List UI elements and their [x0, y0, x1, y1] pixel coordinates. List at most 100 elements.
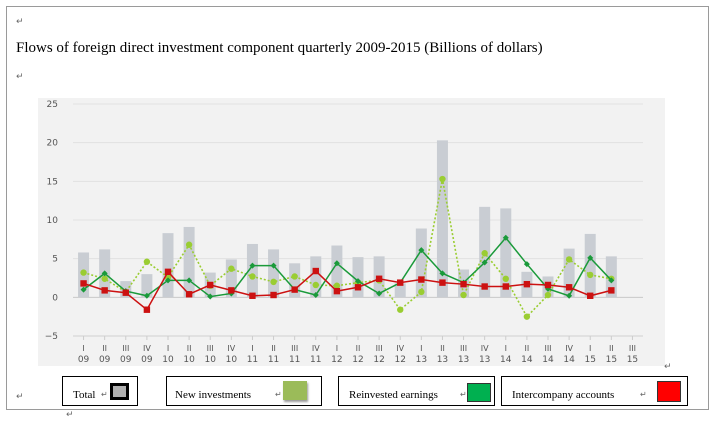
point-intercompany-accounts — [439, 279, 446, 286]
point-intercompany-accounts — [270, 291, 277, 299]
point-intercompany-accounts — [460, 280, 467, 288]
x-tick-label-year: 10 — [162, 355, 174, 365]
x-tick-label-year: 10 — [204, 355, 216, 365]
x-tick-label-quarter: II — [187, 344, 192, 353]
point-new-investments — [228, 265, 235, 272]
point-intercompany-accounts — [481, 283, 488, 290]
bar-total — [331, 245, 343, 298]
point-intercompany-accounts — [312, 267, 319, 275]
bar-total — [415, 228, 427, 298]
point-intercompany-accounts — [207, 281, 214, 289]
bar-total — [310, 256, 322, 298]
point-reinvested-earnings — [439, 270, 446, 277]
paragraph-mark: ↵ — [664, 362, 672, 372]
bar-total — [352, 257, 364, 298]
point-reinvested-earnings — [355, 278, 361, 285]
point-reinvested-earnings — [481, 259, 488, 266]
legend-label-total: Total — [73, 389, 96, 401]
point-new-investments — [143, 258, 151, 265]
bar-total — [584, 233, 596, 298]
legend-item-reinvested-earnings: Reinvested earnings ↵ — [338, 376, 495, 406]
point-new-investments — [565, 256, 573, 263]
legend-label-intercompany-accounts: Intercompany accounts — [512, 389, 615, 401]
point-intercompany-accounts — [185, 291, 193, 298]
point-intercompany-accounts — [587, 292, 594, 299]
point-reinvested-earnings — [376, 290, 383, 297]
x-tick-label-quarter: II — [609, 344, 614, 353]
point-reinvested-earnings — [101, 270, 108, 277]
y-tick-label: 5 — [52, 255, 58, 265]
x-tick-label-quarter: I — [589, 344, 591, 353]
x-tick-label-year: 12 — [352, 355, 363, 365]
point-new-investments — [249, 273, 256, 280]
point-intercompany-accounts — [523, 280, 531, 288]
paragraph-mark: ↵ — [16, 72, 24, 82]
x-tick-label-year: 09 — [120, 355, 132, 365]
x-tick-label-quarter: II — [440, 344, 445, 353]
x-tick-label-quarter: II — [102, 344, 107, 353]
point-reinvested-earnings — [165, 277, 171, 284]
point-intercompany-accounts — [249, 292, 256, 299]
point-reinvested-earnings — [80, 286, 87, 293]
point-intercompany-accounts — [544, 281, 552, 289]
x-tick-label-quarter: IV — [143, 344, 151, 353]
y-tick-label: 20 — [47, 139, 59, 149]
point-intercompany-accounts — [397, 279, 404, 286]
x-tick-label-year: 13 — [437, 355, 448, 365]
chart-title: Flows of foreign direct investment compo… — [16, 40, 543, 56]
bar-total — [225, 259, 237, 298]
point-reinvested-earnings — [502, 234, 509, 241]
x-tick-label-year: 09 — [99, 355, 111, 365]
x-tick-label-year: 14 — [521, 355, 533, 365]
legend-swatch-total — [110, 383, 129, 400]
point-new-investments — [397, 306, 404, 313]
x-tick-label-quarter: IV — [481, 344, 489, 353]
y-tick-label: 15 — [47, 177, 58, 187]
point-reinvested-earnings — [333, 260, 340, 267]
x-tick-label-quarter: I — [336, 344, 338, 353]
point-new-investments — [185, 241, 193, 248]
paragraph-mark: ↵ — [101, 390, 108, 399]
paragraph-mark: ↵ — [460, 390, 467, 399]
x-tick-label-quarter: I — [420, 344, 422, 353]
bar-total — [563, 248, 575, 298]
x-tick-label-quarter: III — [122, 344, 129, 353]
series-line-new-investments — [83, 178, 612, 318]
series-line-reinvested-earnings — [83, 236, 612, 298]
x-tick-label-year: 13 — [479, 355, 490, 365]
bar-total — [268, 249, 280, 298]
point-new-investments — [481, 250, 488, 257]
point-reinvested-earnings — [523, 261, 530, 268]
point-intercompany-accounts — [101, 287, 108, 294]
x-tick-label-year: 14 — [563, 355, 575, 365]
point-intercompany-accounts — [565, 284, 573, 291]
bar-total — [394, 283, 406, 298]
x-tick-label-year: 12 — [394, 355, 405, 365]
legend-label-new-investments: New investments — [175, 389, 252, 401]
x-tick-label-year: 10 — [226, 355, 238, 365]
x-tick-label-quarter: IV — [227, 344, 235, 353]
point-new-investments — [333, 282, 341, 289]
x-tick-label-quarter: I — [167, 344, 169, 353]
legend-swatch-reinvested-earnings — [467, 383, 491, 402]
x-tick-label-quarter: III — [291, 344, 298, 353]
point-reinvested-earnings — [418, 247, 425, 254]
point-new-investments — [523, 313, 531, 320]
x-tick-label-quarter: I — [251, 344, 253, 353]
x-tick-label-quarter: III — [460, 344, 467, 353]
bar-total — [183, 226, 195, 298]
point-new-investments — [439, 175, 446, 183]
point-new-investments — [270, 278, 277, 286]
x-tick-label-quarter: II — [525, 344, 530, 353]
point-new-investments — [418, 288, 425, 296]
paragraph-mark: ↵ — [16, 392, 24, 402]
y-tick-label: 25 — [47, 100, 58, 110]
point-reinvested-earnings — [143, 292, 150, 299]
x-tick-label-year: 14 — [500, 355, 512, 365]
legend-item-new-investments: New investments ↵ — [166, 376, 322, 406]
legend-swatch-intercompany-accounts — [657, 381, 681, 402]
x-tick-label-quarter: IV — [565, 344, 573, 353]
x-tick-label-year: 11 — [289, 355, 300, 365]
x-tick-label-quarter: I — [505, 344, 507, 353]
point-intercompany-accounts — [291, 286, 298, 293]
